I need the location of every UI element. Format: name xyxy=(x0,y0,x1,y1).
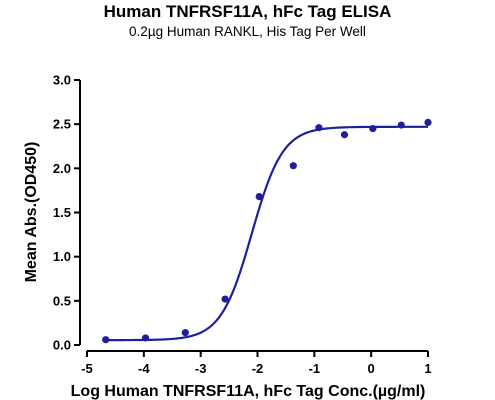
data-points xyxy=(102,118,432,344)
data-point xyxy=(315,124,323,132)
data-point xyxy=(340,131,349,139)
y-tick-label: 1.5 xyxy=(53,205,71,220)
x-tick-label: 0 xyxy=(368,361,375,376)
y-tick-label: 2.5 xyxy=(53,117,71,132)
x-tick-label: -2 xyxy=(252,361,264,376)
chart-subtitle: 0.2µg Human RANKL, His Tag Per Well xyxy=(129,24,366,39)
tick-labels: 0.0 0.5 1.0 1.5 2.0 2.5 3.0 -5 -4 -3 -2 -1 0 1 xyxy=(53,73,432,377)
x-tick-label: -5 xyxy=(81,361,93,376)
y-tick-label: 0.0 xyxy=(53,338,71,353)
x-tick-label: -3 xyxy=(195,361,207,376)
data-point xyxy=(102,336,110,344)
data-point xyxy=(141,334,150,342)
y-axis-title: Mean Abs.(OD450) xyxy=(23,142,40,283)
x-tick-label: -1 xyxy=(309,361,321,376)
y-tick-label: 3.0 xyxy=(53,73,71,88)
axes xyxy=(79,80,428,352)
y-tick-label: 2.0 xyxy=(53,161,71,176)
y-tick-label: 1.0 xyxy=(53,249,71,264)
data-point xyxy=(221,295,229,303)
data-point xyxy=(255,193,263,201)
x-tick-label: 1 xyxy=(424,361,431,376)
y-tick-label: 0.5 xyxy=(53,293,71,308)
chart-title: Human TNFRSF11A, hFc Tag ELISA xyxy=(104,2,392,21)
data-point xyxy=(397,121,405,129)
x-tick-label: -4 xyxy=(138,361,150,376)
data-point xyxy=(181,329,189,337)
data-point xyxy=(424,118,432,126)
fit-curve xyxy=(105,125,428,342)
data-point xyxy=(369,124,377,133)
fit-layer xyxy=(105,125,428,342)
ticks xyxy=(74,79,429,357)
data-point xyxy=(289,162,297,170)
x-axis-title: Log Human TNFRSF11A, hFc Tag Conc.(µg/ml… xyxy=(71,383,426,400)
